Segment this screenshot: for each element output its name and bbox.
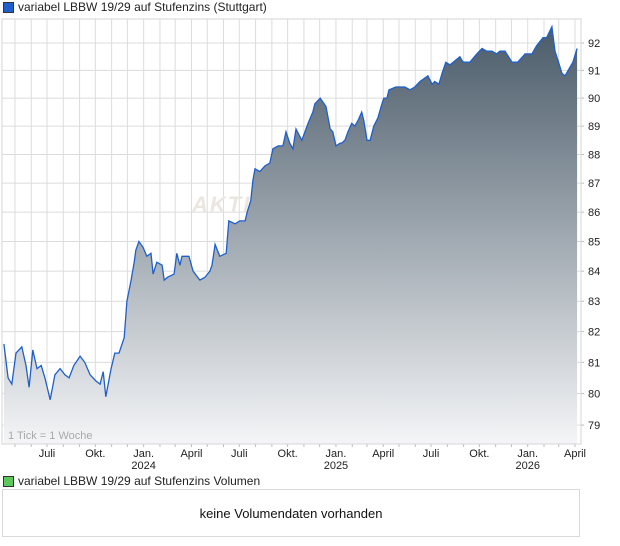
price-area bbox=[3, 26, 578, 444]
price-legend: variabel LBBW 19/29 auf Stufenzins (Stut… bbox=[3, 0, 267, 14]
y-tick-label: 91 bbox=[588, 65, 600, 77]
x-tick-year-label: 2025 bbox=[324, 460, 348, 470]
volume-legend: variabel LBBW 19/29 auf Stufenzins Volum… bbox=[3, 474, 260, 488]
x-tick-label: Juli bbox=[39, 448, 56, 460]
x-tick-label: April bbox=[564, 448, 586, 460]
no-volume-message: keine Volumendaten vorhanden bbox=[199, 505, 383, 521]
watermark-logo: AKTI bbox=[191, 192, 251, 217]
y-tick-label: 81 bbox=[588, 357, 600, 369]
y-tick-label: 88 bbox=[588, 149, 600, 161]
volume-legend-label: variabel LBBW 19/29 auf Stufenzins Volum… bbox=[18, 474, 261, 488]
x-tick-year-label: 2026 bbox=[515, 460, 539, 470]
y-tick-label: 92 bbox=[588, 38, 600, 50]
tick-note: 1 Tick = 1 Woche bbox=[8, 430, 92, 442]
y-tick-label: 90 bbox=[588, 93, 600, 105]
y-tick-label: 89 bbox=[588, 121, 600, 133]
x-tick-label: Juli bbox=[231, 448, 248, 460]
price-chart: 79 80 81 82 83 84 85 86 87 88 89 90 91 92 AKTI 1 Tick =… bbox=[1, 18, 600, 470]
plot-border bbox=[1, 18, 582, 445]
y-tick-label: 87 bbox=[588, 178, 600, 190]
x-tick-label: Juli bbox=[423, 448, 440, 460]
x-tick-label: April bbox=[180, 448, 202, 460]
price-legend-swatch bbox=[3, 1, 14, 13]
y-tick-label: 86 bbox=[588, 207, 600, 219]
y-tick-label: 80 bbox=[588, 389, 600, 401]
x-tick-year-label: 2024 bbox=[131, 460, 155, 470]
price-line bbox=[3, 24, 578, 400]
x-tick-label: April bbox=[372, 448, 394, 460]
x-tick-label: Okt. bbox=[85, 448, 105, 460]
y-tick-label: 79 bbox=[588, 420, 600, 432]
y-tick-label: 83 bbox=[588, 296, 600, 308]
y-tick-label: 82 bbox=[588, 327, 600, 339]
price-legend-label: variabel LBBW 19/29 auf Stufenzins (Stut… bbox=[18, 0, 267, 14]
y-tick-label: 84 bbox=[588, 266, 600, 278]
volume-panel: keine Volumendaten vorhanden bbox=[2, 489, 580, 537]
x-tick-label: Jan. bbox=[133, 448, 154, 460]
y-tick-label: 85 bbox=[588, 236, 600, 248]
x-tick-label: Jan. bbox=[517, 448, 538, 460]
x-tick-label: Okt. bbox=[278, 448, 298, 460]
x-tick-label: Jan. bbox=[326, 448, 347, 460]
x-tick-label: Okt. bbox=[469, 448, 489, 460]
volume-legend-swatch bbox=[3, 475, 14, 487]
